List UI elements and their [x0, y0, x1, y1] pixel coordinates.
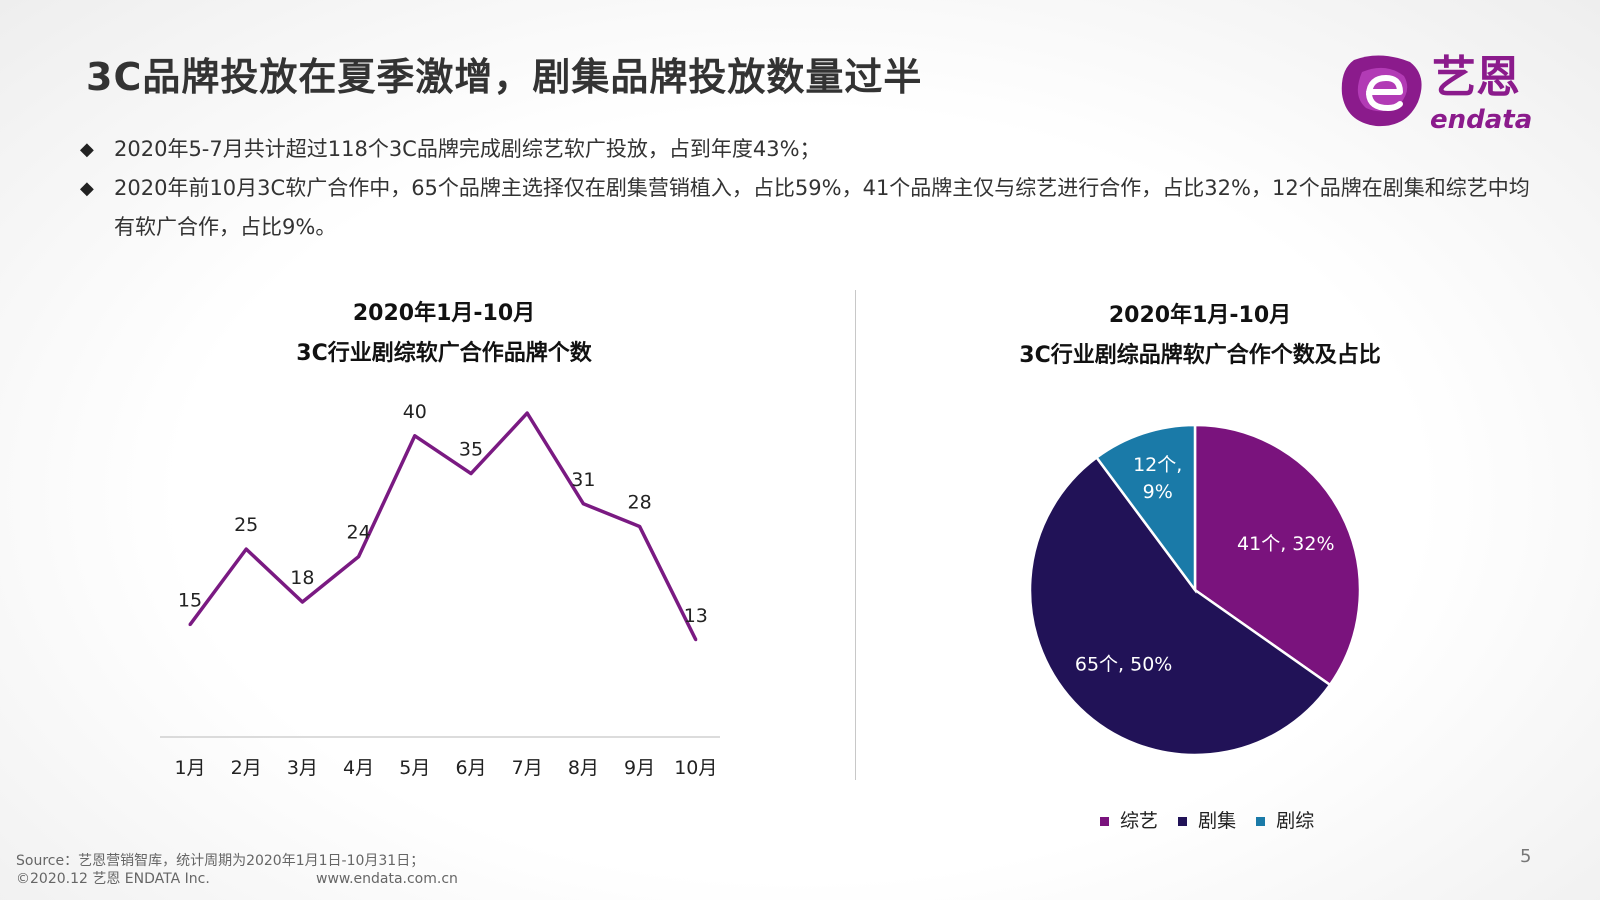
legend-label-both: 剧综	[1276, 810, 1315, 832]
x-tick-label: 4月	[343, 757, 374, 779]
line-chart: 151月252月183月244月405月356月437月318月289月1310…	[160, 400, 720, 779]
pie-chart: 41个, 32% 65个, 50% 12个, 9%	[1028, 423, 1362, 757]
bullet-text: 2020年5-7月共计超过118个3C品牌完成剧综艺软广投放，占到年度43%；	[114, 137, 821, 161]
line-point	[694, 638, 698, 642]
pie-data-label: 41个, 32%	[1237, 533, 1335, 555]
legend-swatch-variety	[1100, 817, 1109, 826]
legend-label-drama: 剧集	[1198, 810, 1237, 832]
footer-copyright: ©2020.12 艺恩 ENDATA Inc.	[16, 871, 210, 887]
line-point	[581, 502, 585, 506]
footer-website: www.endata.com.cn	[316, 871, 458, 887]
line-data-label: 13	[684, 605, 708, 627]
pie-chart-title-line2: 3C行业剧综品牌软广合作个数及占比	[1019, 343, 1381, 368]
diamond-bullet-icon: ◆	[80, 178, 94, 199]
line-data-label: 35	[459, 439, 483, 461]
slide-title: 3C品牌投放在夏季激增，剧集品牌投放数量过半	[86, 55, 923, 99]
logo-cn-text: 艺恩	[1432, 52, 1520, 103]
line-point	[638, 524, 642, 528]
pie-chart-title: 2020年1月-10月 3C行业剧综品牌软广合作个数及占比	[950, 296, 1450, 376]
bullet-list: ◆ 2020年5-7月共计超过118个3C品牌完成剧综艺软广投放，占到年度43%…	[80, 130, 1540, 247]
x-tick-label: 6月	[455, 757, 486, 779]
pie-slice	[1028, 455, 1332, 757]
line-point	[188, 623, 192, 627]
pie-data-label: 12个, 9%	[1133, 454, 1182, 503]
page-number: 5	[1520, 846, 1532, 867]
line-data-label: 18	[290, 567, 314, 589]
x-tick-label: 2月	[231, 757, 262, 779]
x-tick-label: 9月	[624, 757, 655, 779]
pie-chart-title-line1: 2020年1月-10月	[1108, 303, 1292, 328]
legend-swatch-drama	[1178, 817, 1188, 826]
x-tick-label: 10月	[674, 757, 717, 779]
line-point	[469, 472, 473, 476]
line-chart-title-line1: 2020年1月-10月	[352, 301, 536, 326]
legend-item-drama: 剧集	[1178, 806, 1236, 833]
line-data-label: 40	[403, 401, 427, 423]
endata-logo-graphic: 艺恩 endata	[1341, 52, 1532, 135]
bullet-item: ◆ 2020年前10月3C软广合作中，65个品牌主选择仅在剧集营销植入，占比59…	[80, 169, 1540, 247]
pie-slice	[1193, 423, 1362, 687]
x-tick-label: 7月	[512, 757, 543, 779]
x-tick-label: 5月	[399, 757, 430, 779]
legend-item-variety: 综艺	[1100, 806, 1158, 833]
line-point	[300, 600, 304, 604]
line-data-label: 24	[347, 522, 371, 544]
line-point	[244, 547, 248, 551]
line-chart-title: 2020年1月-10月 3C行业剧综软广合作品牌个数	[244, 294, 644, 374]
line-chart-title-line2: 3C行业剧综软广合作品牌个数	[296, 341, 592, 366]
line-data-label: 15	[178, 590, 202, 612]
bullet-item: ◆ 2020年5-7月共计超过118个3C品牌完成剧综艺软广投放，占到年度43%…	[80, 130, 1540, 169]
footer: Source：艺恩营销智库，统计周期为2020年1月1日-10月31日； ©20…	[16, 852, 458, 888]
line-data-label: 31	[571, 469, 595, 491]
legend-item-both: 剧综	[1256, 806, 1314, 833]
line-series	[188, 411, 698, 641]
x-tick-label: 8月	[568, 757, 599, 779]
diamond-bullet-icon: ◆	[80, 139, 94, 160]
logo-en-text: endata	[1430, 105, 1532, 134]
line-point	[525, 411, 529, 415]
pie-legend: 综艺 剧集 剧综	[1100, 806, 1328, 833]
pie-slice	[1094, 423, 1197, 594]
x-tick-label: 1月	[174, 757, 205, 779]
x-tick-label: 3月	[287, 757, 318, 779]
endata-logo: 艺恩 endata	[1336, 50, 1546, 135]
footer-source: Source：艺恩营销智库，统计周期为2020年1月1日-10月31日；	[16, 853, 425, 869]
legend-swatch-both	[1256, 817, 1266, 826]
bullet-text: 2020年前10月3C软广合作中，65个品牌主选择仅在剧集营销植入，占比59%，…	[114, 176, 1530, 239]
line-point	[413, 434, 417, 438]
line-point	[357, 555, 361, 559]
line-data-label: 28	[628, 491, 652, 513]
chart-divider	[855, 290, 856, 780]
legend-label-variety: 综艺	[1120, 810, 1159, 832]
line-data-label: 25	[234, 514, 258, 536]
pie-data-label: 65个, 50%	[1075, 653, 1173, 675]
